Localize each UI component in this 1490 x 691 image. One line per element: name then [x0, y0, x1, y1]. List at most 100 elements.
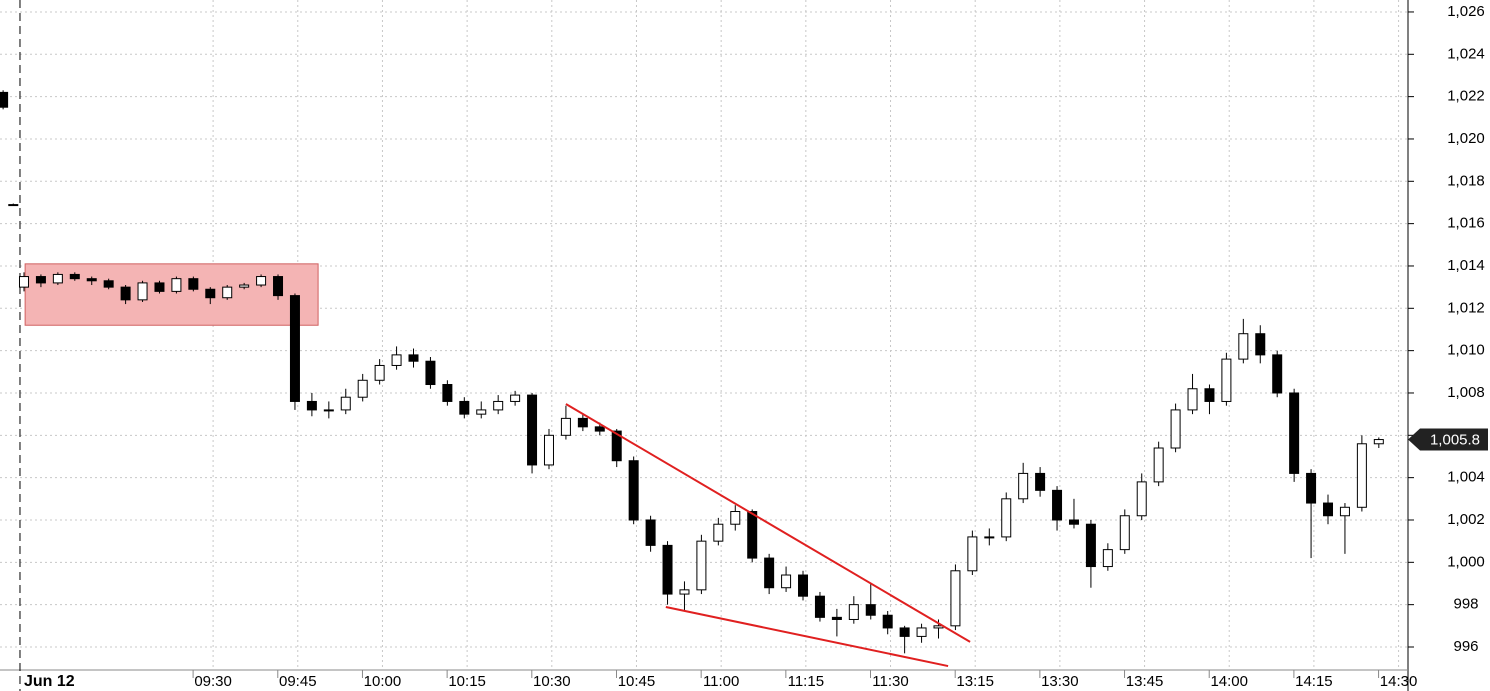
- candle-body: [1356, 443, 1367, 508]
- candle-body: [222, 286, 233, 299]
- y-tick-label: 1,002: [1447, 511, 1485, 528]
- y-tick-label: 1,020: [1447, 130, 1485, 147]
- candle-body: [1306, 472, 1317, 504]
- candle-body: [1119, 515, 1130, 551]
- candle-body: [848, 604, 859, 620]
- candle-body: [781, 574, 792, 589]
- candle-body: [86, 278, 97, 282]
- candle-body: [459, 400, 470, 415]
- candle-body: [1136, 481, 1147, 517]
- candle-body: [1272, 354, 1283, 394]
- candle-body: [1255, 333, 1266, 356]
- candle-body: [442, 384, 453, 402]
- candle-body: [154, 282, 165, 292]
- x-tick-label: 09:30: [194, 673, 232, 690]
- x-tick-label: 11:15: [788, 673, 824, 690]
- candle-body: [577, 417, 588, 428]
- candle-body: [950, 570, 961, 627]
- candle-body: [1187, 388, 1198, 411]
- candle-body: [273, 276, 284, 297]
- candle-body: [882, 614, 893, 629]
- candle-body: [137, 282, 148, 301]
- y-tick-label: 1,000: [1447, 553, 1485, 570]
- candle-body: [1102, 549, 1113, 568]
- candle-body: [1323, 502, 1334, 517]
- last-price-label: 1,005.8: [1430, 432, 1480, 449]
- candle-body: [611, 430, 622, 462]
- y-tick-label: 1,004: [1447, 469, 1485, 486]
- candle-body: [0, 91, 9, 108]
- y-tick-label: 1,018: [1447, 172, 1485, 189]
- y-tick-label: 1,022: [1447, 88, 1485, 105]
- candle-body: [1035, 472, 1046, 491]
- candle-body: [391, 354, 402, 366]
- x-tick-label: 10:00: [364, 673, 402, 690]
- candle-body: [1001, 498, 1012, 538]
- last-price-tag: [1408, 428, 1488, 451]
- candle-body: [1052, 489, 1063, 521]
- candle-body: [493, 400, 504, 411]
- candle-body: [730, 511, 741, 525]
- candle-body: [696, 540, 707, 591]
- trendline: [565, 403, 971, 643]
- candle-body: [1373, 439, 1384, 445]
- x-tick-label: 11:00: [703, 673, 739, 690]
- candle-body: [543, 434, 554, 466]
- candle-body: [289, 295, 300, 402]
- x-tick-label: 14:15: [1295, 673, 1333, 690]
- candle-body: [831, 616, 842, 620]
- candle-body: [476, 409, 487, 415]
- candle-body: [560, 417, 571, 436]
- candle-body: [239, 284, 250, 288]
- candle-body: [306, 400, 317, 411]
- y-tick-label: 1,016: [1447, 215, 1485, 232]
- date-label: Jun 12: [24, 673, 75, 690]
- candle-body: [1204, 388, 1215, 402]
- candle-body: [527, 394, 538, 466]
- x-tick-label: 09:45: [279, 673, 317, 690]
- candle-body: [1170, 409, 1181, 449]
- x-tick-label: 10:15: [448, 673, 486, 690]
- candle-body: [967, 536, 978, 572]
- x-tick-label: 13:15: [956, 673, 994, 690]
- candle-body: [594, 426, 605, 432]
- y-tick-label: 1,024: [1447, 45, 1485, 62]
- candle-body: [1153, 447, 1164, 483]
- candle-body: [662, 544, 673, 595]
- candle-body: [35, 276, 46, 284]
- candle-body: [679, 589, 690, 595]
- x-tick-label: 14:00: [1210, 673, 1248, 690]
- candle-body: [1085, 523, 1096, 568]
- candle-body: [357, 379, 368, 398]
- candle-body: [764, 557, 775, 589]
- y-tick-label: 1,008: [1447, 384, 1485, 401]
- candle-body: [171, 278, 182, 292]
- candle-body: [510, 394, 521, 402]
- candle-body: [205, 288, 216, 299]
- candle-body: [645, 519, 656, 546]
- x-tick-label: 14:30: [1380, 673, 1418, 690]
- candle-body: [18, 276, 29, 288]
- x-tick-label: 10:45: [618, 673, 656, 690]
- candle-body: [865, 604, 876, 616]
- x-tick-label: 13:30: [1041, 673, 1079, 690]
- candle-body: [1238, 333, 1249, 360]
- candle-body: [188, 278, 199, 290]
- x-tick-label: 10:30: [533, 673, 571, 690]
- candle-body: [1339, 506, 1350, 517]
- candle-body: [713, 523, 724, 542]
- candle-body: [374, 364, 385, 381]
- trendline: [665, 606, 949, 668]
- candle-body: [1018, 472, 1029, 500]
- candle-body: [1221, 358, 1232, 402]
- candle-body: [747, 511, 758, 559]
- x-tick-label: 13:45: [1126, 673, 1164, 690]
- candle-body: [899, 627, 910, 637]
- y-tick-label: 998: [1453, 596, 1478, 613]
- candle-body: [52, 273, 63, 284]
- candle-body: [323, 409, 334, 412]
- candle-body: [256, 276, 267, 286]
- candle-body: [916, 627, 927, 637]
